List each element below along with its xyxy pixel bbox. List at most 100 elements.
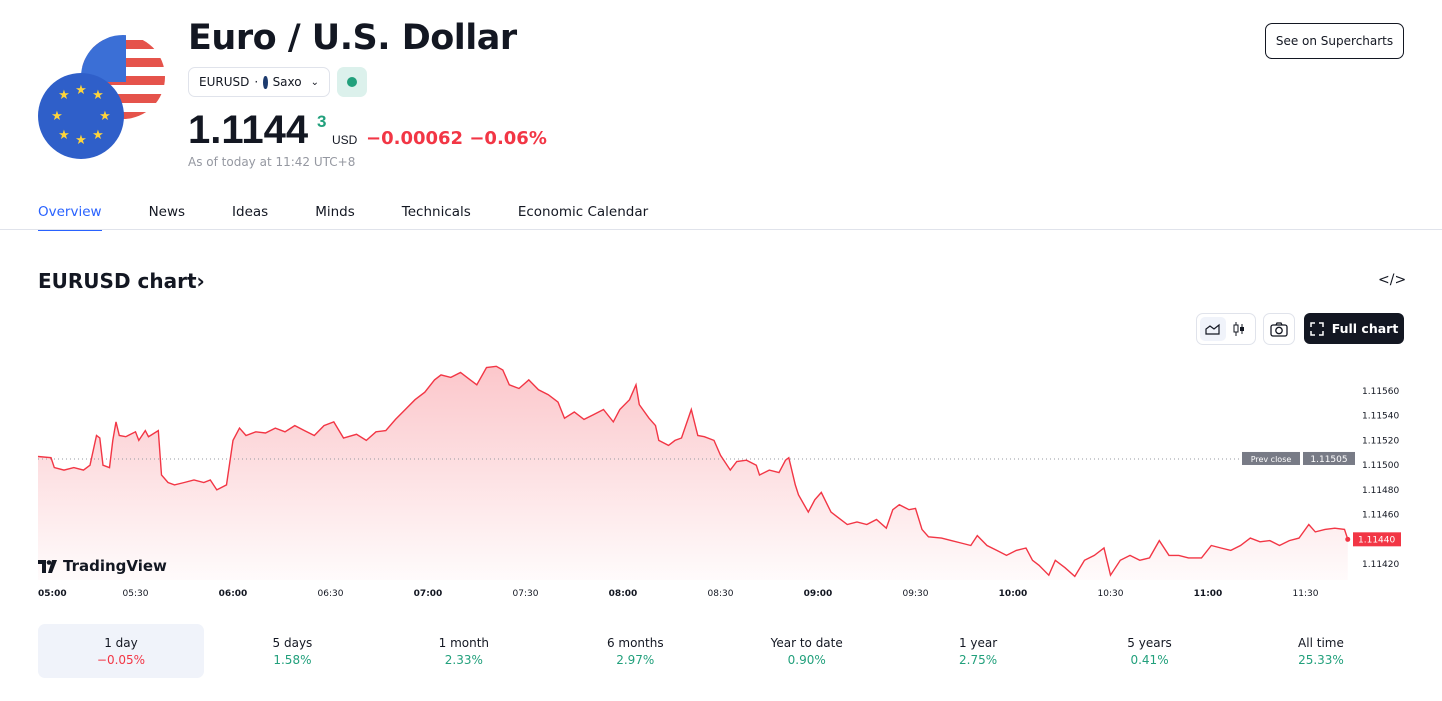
period-change: 2.75% (959, 652, 998, 667)
svg-text:★: ★ (58, 88, 70, 103)
market-status-badge[interactable] (337, 67, 367, 97)
x-tick-label: 10:00 (999, 589, 1028, 599)
period-change: 2.33% (444, 652, 483, 667)
x-tick-label: 07:30 (513, 589, 539, 599)
price-value: 1.1144 (188, 108, 309, 152)
separator: · (254, 75, 259, 89)
period-change: 1.58% (273, 652, 312, 667)
svg-text:★: ★ (99, 109, 111, 124)
last-price-dot (1345, 536, 1351, 542)
tab-overview[interactable]: Overview (38, 204, 102, 231)
as-of-timestamp: As of today at 11:42 UTC+8 (188, 155, 356, 169)
saxo-logo-icon (263, 75, 268, 89)
svg-text:★: ★ (58, 128, 70, 143)
x-tick-label: 11:30 (1293, 589, 1319, 599)
x-tick-label: 05:30 (123, 589, 149, 599)
period-year-to-date[interactable]: Year to date 0.90% (724, 624, 890, 678)
x-tick-label: 05:00 (38, 589, 67, 599)
x-tick-label: 11:00 (1194, 589, 1223, 599)
svg-text:★: ★ (75, 133, 87, 148)
tab-bar: Overview News Ideas Minds Technicals Economic… (38, 204, 695, 231)
tab-minds[interactable]: Minds (315, 204, 355, 220)
y-tick-label: 1.11500 (1362, 461, 1399, 471)
svg-text:★: ★ (51, 109, 63, 124)
period-1-month[interactable]: 1 month 2.33% (381, 624, 547, 678)
chevron-right-icon: › (196, 269, 205, 293)
currency-label: USD (332, 133, 358, 147)
tab-news[interactable]: News (148, 204, 186, 220)
exchange-label: Saxo (272, 75, 302, 89)
period-label: 5 days (272, 635, 313, 650)
price-area-fill (38, 366, 1348, 580)
y-tick-label: 1.11420 (1362, 560, 1399, 570)
svg-text:★: ★ (75, 83, 87, 98)
period-1-year[interactable]: 1 year 2.75% (895, 624, 1061, 678)
y-tick-label: 1.11460 (1362, 511, 1399, 521)
fullscreen-icon (1309, 321, 1324, 336)
period-1-day[interactable]: 1 day −0.05% (38, 624, 204, 678)
period-change: 25.33% (1298, 652, 1344, 667)
period-change: 0.90% (787, 652, 826, 667)
chevron-down-icon: ⌄ (310, 76, 319, 88)
price-chart[interactable]: 1.11560 1.11540 1.11520 1.11500 1.11480 1.114… (0, 350, 1442, 610)
prev-close-tag (1242, 451, 1300, 465)
tab-economic-calendar[interactable]: Economic Calendar (517, 204, 649, 220)
last-price-tag (1353, 532, 1401, 547)
price-line (37, 365, 1349, 578)
candles-chart-icon[interactable] (1226, 317, 1252, 341)
full-chart-label: Full chart (1331, 321, 1399, 336)
full-chart-button[interactable]: Full chart (1304, 313, 1404, 344)
area-chart-icon[interactable] (1200, 317, 1226, 341)
prev-close-label: Prev close (1251, 455, 1292, 464)
see-on-supercharts-button[interactable]: See on Supercharts (1265, 23, 1404, 59)
y-tick-label: 1.11480 (1362, 486, 1399, 496)
price-change: −0.00062 −0.06% (366, 128, 547, 149)
x-tick-label: 08:00 (609, 589, 638, 599)
period-label: 1 day (104, 635, 138, 650)
embed-code-icon[interactable]: </> (1378, 272, 1407, 288)
tradingview-brand: TradingView (63, 557, 167, 575)
prev-close-value: 1.11505 (1310, 455, 1347, 465)
x-tick-label: 09:30 (903, 589, 929, 599)
period-6-months[interactable]: 6 months 2.97% (552, 624, 718, 678)
x-tick-label: 09:00 (804, 589, 833, 599)
chart-title-text: EURUSD chart (38, 269, 197, 293)
divider (0, 229, 1442, 230)
svg-text:★: ★ (92, 128, 104, 143)
symbol-label: EURUSD (199, 75, 250, 89)
period-label: 1 year (958, 635, 998, 650)
camera-snapshot-icon[interactable] (1263, 313, 1295, 345)
prev-close-value-tag (1303, 451, 1355, 465)
y-tick-label: 1.11560 (1362, 387, 1399, 397)
period-5-years[interactable]: 5 years 0.41% (1067, 624, 1233, 678)
period-performance-bar: 1 day −0.05% 5 days 1.58% 1 month 2.33% 6 mont… (38, 624, 1404, 678)
symbol-exchange-selector[interactable]: EURUSD · Saxo ⌄ (188, 67, 330, 97)
period-change: −0.05% (96, 652, 146, 667)
x-tick-label: 08:30 (708, 589, 734, 599)
period-5-days[interactable]: 5 days 1.58% (209, 624, 375, 678)
x-tick-label: 06:30 (318, 589, 344, 599)
tradingview-logo-icon (38, 559, 57, 573)
y-tick-label: 1.11540 (1362, 412, 1399, 422)
market-open-dot-icon (347, 77, 357, 87)
svg-text:★: ★ (92, 88, 104, 103)
y-tick-label: 1.11520 (1362, 436, 1399, 446)
chart-title-link[interactable]: EURUSD chart› (38, 269, 205, 293)
page-title: Euro / U.S. Dollar (188, 18, 517, 58)
tab-ideas[interactable]: Ideas (232, 204, 269, 220)
eurusd-flag-logo: ★ ★ ★ ★ ★ ★ ★ ★ (38, 35, 165, 159)
tradingview-logo: TradingView (38, 557, 167, 575)
price-last-digit: 3 (317, 112, 327, 131)
period-label: 1 month (438, 635, 490, 650)
period-label: Year to date (770, 635, 843, 650)
tab-technicals[interactable]: Technicals (401, 204, 471, 220)
chart-type-switch (1196, 313, 1256, 345)
period-label: 6 months (606, 635, 664, 650)
period-change: 2.97% (616, 652, 655, 667)
x-tick-label: 10:30 (1098, 589, 1124, 599)
last-price-value: 1.11440 (1358, 535, 1395, 545)
period-change: 0.41% (1130, 652, 1169, 667)
x-tick-label: 06:00 (219, 589, 248, 599)
period-label: 5 years (1127, 635, 1172, 650)
period-all-time[interactable]: All time 25.33% (1238, 624, 1404, 678)
